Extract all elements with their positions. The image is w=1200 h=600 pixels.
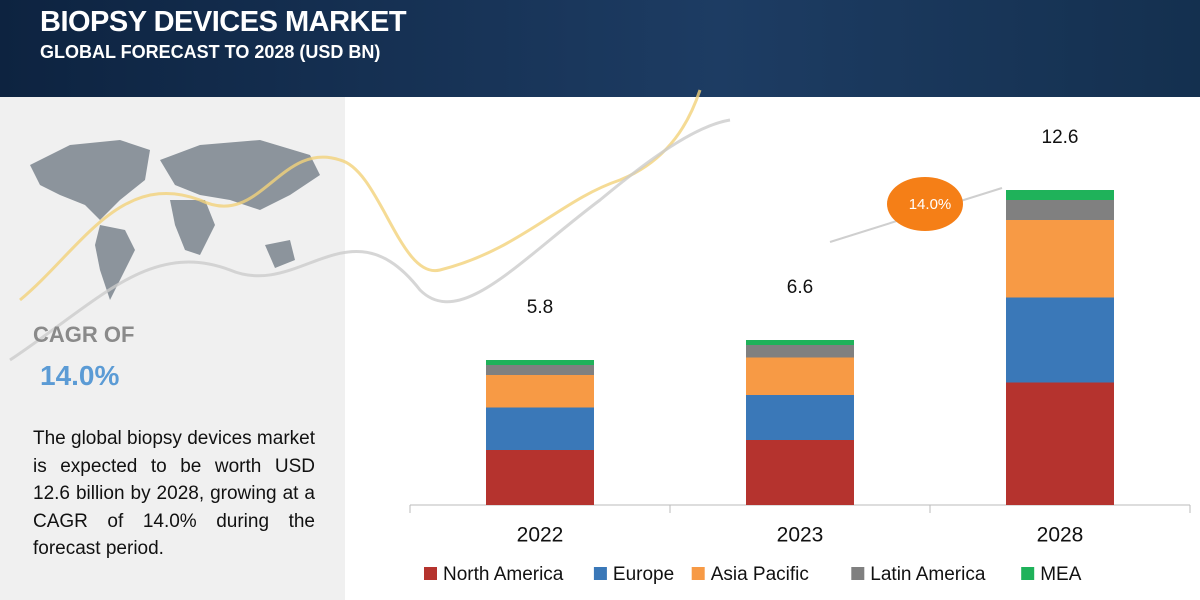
legend-label: Europe xyxy=(613,564,674,585)
total-label: 6.6 xyxy=(787,277,813,298)
cagr-bubble xyxy=(887,177,963,231)
total-label: 12.6 xyxy=(1042,127,1079,148)
bar-segment xyxy=(1006,220,1114,298)
bar-segment xyxy=(1006,200,1114,220)
bar-segment xyxy=(486,450,594,505)
bar-segment xyxy=(746,340,854,345)
bar-segment xyxy=(746,345,854,358)
legend-label: MEA xyxy=(1040,564,1082,585)
bar-segment xyxy=(746,357,854,395)
decor-curve xyxy=(9,118,731,362)
world-map xyxy=(30,140,320,300)
total-label: 5.8 xyxy=(527,297,553,318)
cagr-value: 14.0% xyxy=(40,360,120,391)
x-tick-label: 2028 xyxy=(1037,524,1084,547)
bar-segment xyxy=(486,375,594,408)
bar-segment xyxy=(486,365,594,375)
bar-segment xyxy=(746,395,854,440)
legend-swatch xyxy=(691,567,705,580)
legend-label: North America xyxy=(443,564,564,585)
legend-swatch xyxy=(1021,567,1035,580)
bar-segment xyxy=(486,360,594,365)
bar-segment xyxy=(746,440,854,505)
x-tick-label: 2022 xyxy=(517,524,564,547)
bar-segment xyxy=(1006,190,1114,200)
legend-swatch xyxy=(424,567,437,580)
title: BIOPSY DEVICES MARKET xyxy=(40,6,407,38)
description: The global biopsy devices market is expe… xyxy=(33,428,315,559)
bar-segment xyxy=(1006,382,1114,505)
header xyxy=(0,0,1200,97)
subtitle: GLOBAL FORECAST TO 2028 (USD BN) xyxy=(40,42,381,62)
legend-label: Asia Pacific xyxy=(711,564,809,585)
bar-segment xyxy=(1006,297,1114,383)
bar-segment xyxy=(486,407,594,450)
decor-curve xyxy=(19,89,702,302)
legend-swatch xyxy=(593,567,607,580)
x-tick-label: 2023 xyxy=(777,524,824,547)
legend-label: Latin America xyxy=(870,564,986,585)
cagr-label: CAGR OF xyxy=(33,322,135,347)
legend-swatch xyxy=(851,567,865,580)
cagr-annotation: 14.0% xyxy=(909,196,952,213)
